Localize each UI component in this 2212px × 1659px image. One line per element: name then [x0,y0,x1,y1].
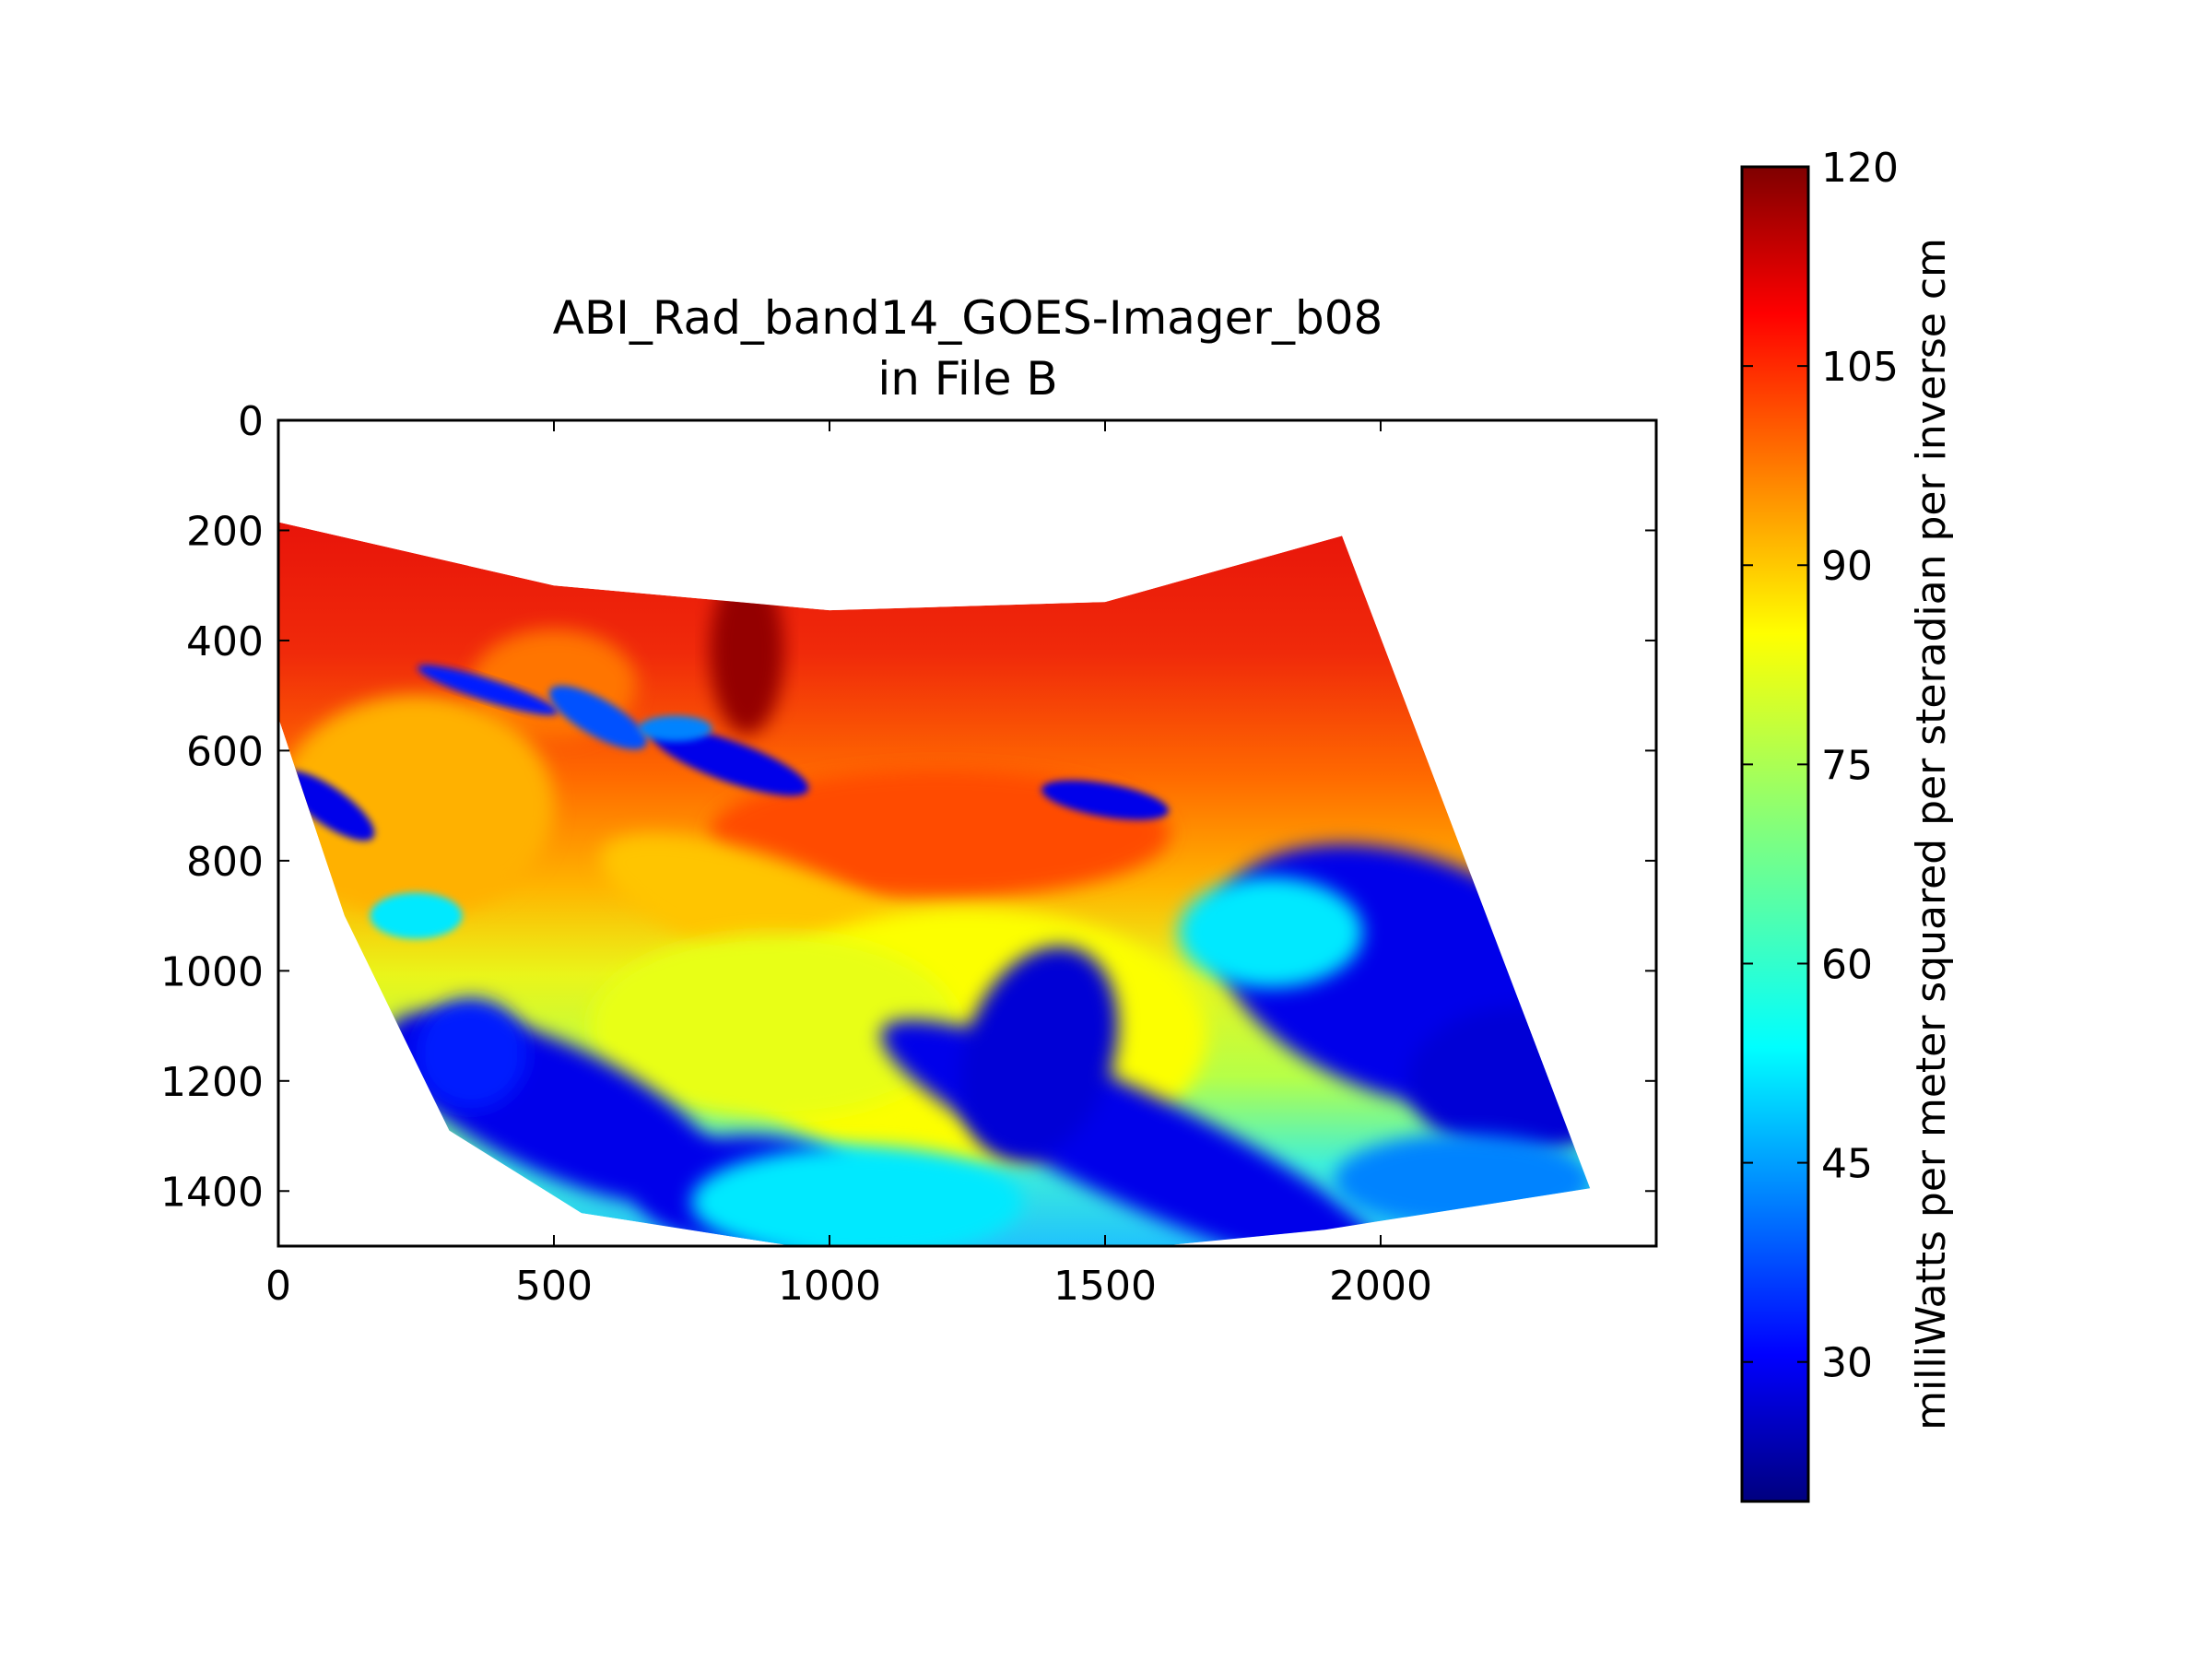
y-tick-label: 0 [238,398,264,445]
x-tick-label: 1500 [1053,1263,1157,1310]
heatmap-image [278,522,1591,1246]
x-axis: 0 500 1000 1500 2000 [265,420,1432,1310]
cloud-streak [652,727,809,796]
y-tick-label: 400 [186,618,264,665]
cloud-streak [418,665,559,715]
x-tick-label: 2000 [1329,1263,1432,1310]
x-tick-label: 0 [265,1263,291,1310]
chart-title-line-2: in File B [877,352,1057,406]
plot-area-frame [276,418,1658,1248]
east-cloud-band [959,946,1118,1160]
y-tick-label: 800 [186,839,264,886]
colorbar-label: milliWatts per meter squared per steradi… [1908,238,1955,1430]
southern-clouds [690,1147,1023,1246]
warm-region [278,695,555,917]
y-tick-label: 1400 [160,1169,264,1216]
east-cloud-band [1407,1006,1591,1155]
chart-title-line-1: ABI_Rad_band14_GOES-Imager_b08 [553,291,1383,345]
y-tick-label: 600 [186,728,264,775]
colorbar-axis: 30 45 60 75 90 105 120 [1742,145,1899,1387]
cloud-streak [638,715,712,742]
colorbar-tick-label: 90 [1821,543,1873,590]
east-cloud-band [1178,877,1363,988]
colorbar-tick-label: 105 [1821,344,1899,391]
colorbar-tick-label: 75 [1821,742,1873,789]
y-tick-label: 1200 [160,1059,264,1106]
southwest-clouds [416,997,527,1109]
colorbar-tick-label: 45 [1821,1141,1873,1188]
y-axis: 0 200 400 600 800 1000 1200 1400 [160,398,1656,1216]
cloud-streak [1041,780,1170,820]
y-tick-label: 200 [186,508,264,555]
x-tick-label: 1000 [778,1263,881,1310]
warm-streak [710,568,784,735]
east-cloud-band [1334,1134,1591,1227]
colorbar-tick-label: 60 [1821,941,1873,988]
cloud-band [281,771,375,841]
colorbar-tick-label: 120 [1821,145,1899,192]
central-region [590,934,959,1119]
x-tick-label: 500 [515,1263,593,1310]
y-tick-label: 1000 [160,948,264,995]
cloud-band [370,892,463,939]
cloud-streak [548,685,647,750]
colorbar-tick-label: 30 [1821,1340,1873,1387]
colorbar [1740,165,1810,1503]
